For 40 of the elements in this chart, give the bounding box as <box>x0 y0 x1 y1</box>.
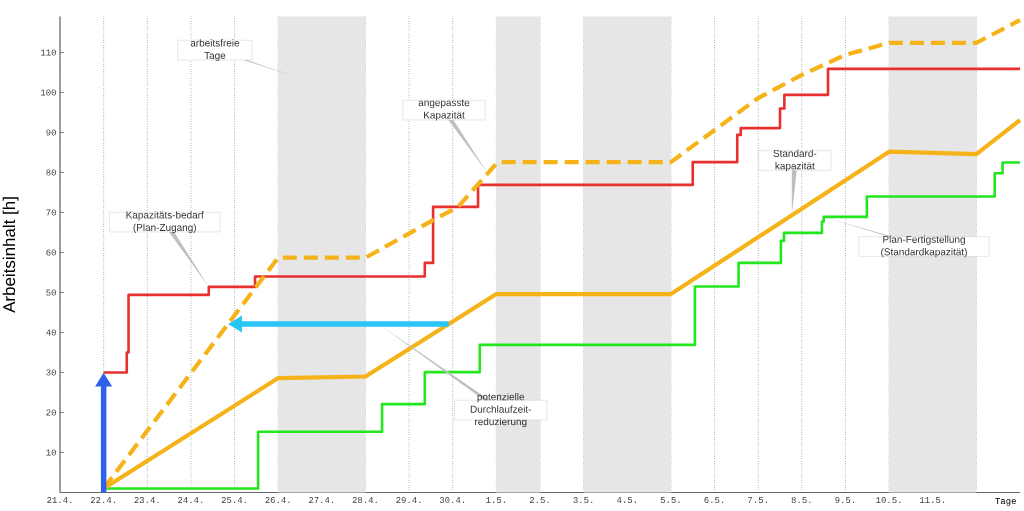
y-tick-label: 30 <box>46 369 56 376</box>
x-tick-label: 30.4. <box>439 497 465 504</box>
x-tick-label: 24.4. <box>178 497 203 503</box>
annotation: angepasste Kapazität <box>418 99 470 121</box>
y-tick-label: 20 <box>46 409 56 416</box>
annotation: arbeitsfreie Tage <box>190 39 240 61</box>
x-tick-label: 7.5. <box>748 497 767 503</box>
y-tick-label: 110 <box>40 49 56 56</box>
x-tick-label: 6.5. <box>704 497 724 504</box>
x-tick-label: 4.5. <box>616 497 636 503</box>
x-tick-label: 11.5. <box>919 497 945 503</box>
y-tick-label: 50 <box>46 289 56 296</box>
x-tick-label: 1.5. <box>486 497 505 503</box>
x-tick-label: 9.5. <box>835 497 855 504</box>
annotation: potenzielle Durchlaufzeit-reduzierung <box>470 392 532 428</box>
x-tick-label: 3.5. <box>573 497 593 504</box>
y-axis-title: Arbeitsinhalt [h] <box>2 197 19 313</box>
annotation: Plan-Fertigstellung (Standardkapazität) <box>881 235 967 258</box>
x-tick-label: 26.4. <box>265 497 290 504</box>
y-tick-label: 10 <box>46 449 56 456</box>
x-tick-label: 10.5. <box>876 497 901 504</box>
annotation: Standard-kapazität <box>773 149 817 172</box>
x-tick-label: 8.5. <box>791 497 811 504</box>
y-tick-label: 70 <box>46 209 56 216</box>
y-tick-label: 100 <box>40 89 56 96</box>
x-tick-label: 29.4. <box>396 497 421 504</box>
x-tick-label: 21.4. <box>47 497 72 503</box>
x-tick-label: 5.5. <box>660 497 680 503</box>
y-tick-label: 90 <box>46 129 56 136</box>
y-tick-label: 60 <box>46 249 56 256</box>
x-tick-label: 22.4. <box>90 497 115 503</box>
x-axis-title: Tage <box>995 498 1016 506</box>
x-tick-label: 23.4. <box>134 497 159 504</box>
x-tick-label: 25.4. <box>221 497 246 504</box>
x-tick-label: 28.4. <box>352 497 377 504</box>
annotation: Kapazitäts-bedarf (Plan-Zugang) <box>126 211 204 233</box>
x-tick-label: 2.5. <box>529 497 549 504</box>
x-tick-label: 27.4. <box>309 497 334 503</box>
y-tick-label: 40 <box>46 329 56 336</box>
y-tick-label: 80 <box>46 169 56 176</box>
